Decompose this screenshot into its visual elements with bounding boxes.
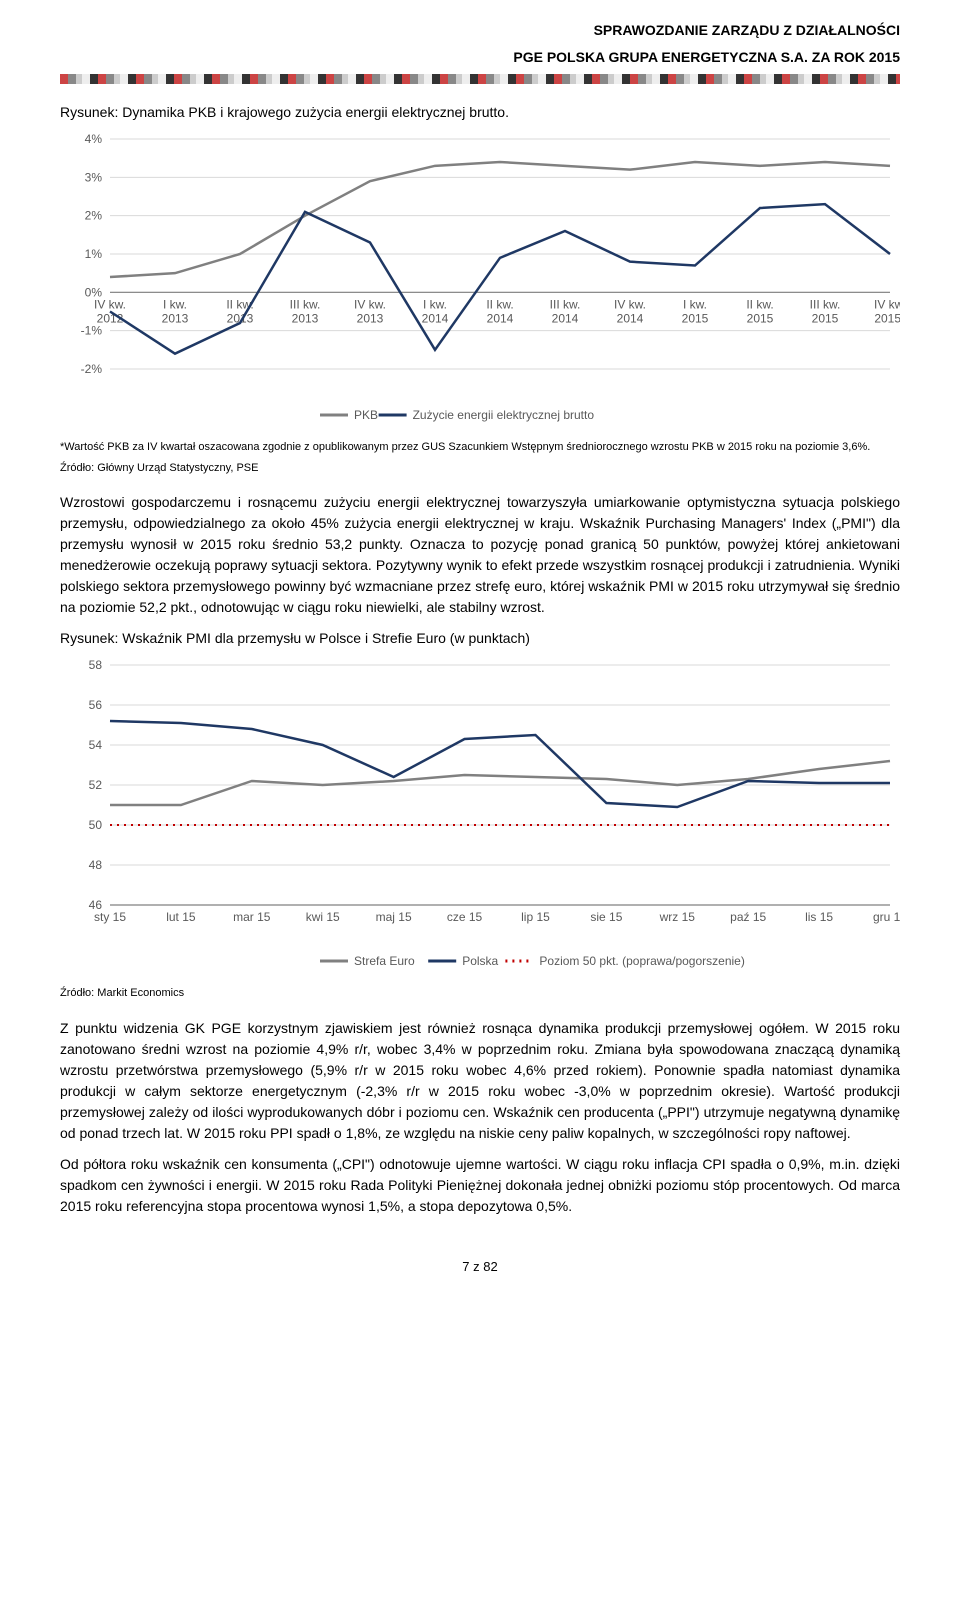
svg-text:IV kw.: IV kw.	[94, 297, 126, 311]
chart1: -2%-1%0%1%2%3%4%IV kw.2012I kw.2013II kw…	[60, 129, 900, 429]
svg-text:2014: 2014	[422, 311, 449, 325]
svg-text:2013: 2013	[357, 311, 384, 325]
svg-text:wrz 15: wrz 15	[659, 910, 696, 924]
svg-text:54: 54	[89, 738, 103, 752]
svg-text:IV kw.: IV kw.	[614, 297, 646, 311]
svg-text:lis 15: lis 15	[805, 910, 833, 924]
svg-text:maj 15: maj 15	[376, 910, 412, 924]
svg-text:II kw.: II kw.	[486, 297, 513, 311]
svg-text:I kw.: I kw.	[683, 297, 707, 311]
svg-text:gru 15: gru 15	[873, 910, 900, 924]
svg-text:III kw.: III kw.	[290, 297, 321, 311]
svg-text:paź 15: paź 15	[730, 910, 766, 924]
chart1-source: Źródło: Główny Urząd Statystyczny, PSE	[60, 460, 900, 477]
svg-text:56: 56	[89, 698, 103, 712]
svg-text:-1%: -1%	[81, 324, 103, 338]
svg-text:2015: 2015	[812, 311, 839, 325]
svg-text:2014: 2014	[617, 311, 644, 325]
svg-text:3%: 3%	[85, 170, 103, 184]
svg-text:2013: 2013	[292, 311, 319, 325]
svg-text:2015: 2015	[747, 311, 774, 325]
svg-text:2014: 2014	[552, 311, 579, 325]
chart2-source-prefix: Źródło:	[60, 987, 97, 999]
chart2-source: Źródło: Markit Economics	[60, 985, 900, 1002]
svg-text:Poziom 50 pkt. (poprawa/pogors: Poziom 50 pkt. (poprawa/pogorszenie)	[539, 954, 744, 968]
svg-text:2013: 2013	[162, 311, 189, 325]
chart1-footnote: *Wartość PKB za IV kwartał oszacowana zg…	[60, 439, 900, 456]
svg-text:III kw.: III kw.	[810, 297, 841, 311]
svg-text:2014: 2014	[487, 311, 514, 325]
svg-text:IV kw.: IV kw.	[874, 297, 900, 311]
svg-text:Polska: Polska	[462, 954, 498, 968]
svg-text:Zużycie energii elektrycznej b: Zużycie energii elektrycznej brutto	[413, 408, 595, 422]
svg-text:4%: 4%	[85, 132, 103, 146]
svg-text:52: 52	[89, 778, 103, 792]
svg-text:I kw.: I kw.	[163, 297, 187, 311]
svg-text:cze 15: cze 15	[447, 910, 483, 924]
chart2-caption: Rysunek: Wskaźnik PMI dla przemysłu w Po…	[60, 628, 900, 649]
svg-text:II kw.: II kw.	[746, 297, 773, 311]
page-number: 7 z 82	[60, 1257, 900, 1277]
svg-text:mar 15: mar 15	[233, 910, 271, 924]
svg-text:kwi 15: kwi 15	[306, 910, 340, 924]
svg-text:lip 15: lip 15	[521, 910, 550, 924]
svg-text:sie 15: sie 15	[590, 910, 622, 924]
svg-text:2015: 2015	[682, 311, 709, 325]
chart1-source-prefix: Źródło:	[60, 462, 97, 474]
svg-text:58: 58	[89, 658, 103, 672]
paragraph-2: Z punktu widzenia GK PGE korzystnym zjaw…	[60, 1018, 900, 1144]
header-line2: PGE POLSKA GRUPA ENERGETYCZNA S.A. ZA RO…	[60, 47, 900, 68]
svg-text:PKB: PKB	[354, 408, 378, 422]
svg-text:48: 48	[89, 858, 103, 872]
svg-text:sty 15: sty 15	[94, 910, 126, 924]
chart2: 46485052545658sty 15lut 15mar 15kwi 15ma…	[60, 655, 900, 975]
chart1-caption: Rysunek: Dynamika PKB i krajowego zużyci…	[60, 102, 900, 123]
chart1-source-text: Główny Urząd Statystyczny, PSE	[97, 462, 258, 474]
svg-text:III kw.: III kw.	[550, 297, 581, 311]
svg-text:1%: 1%	[85, 247, 103, 261]
svg-text:lut 15: lut 15	[166, 910, 196, 924]
svg-text:2%: 2%	[85, 209, 103, 223]
paragraph-1: Wzrostowi gospodarczemu i rosnącemu zuży…	[60, 492, 900, 618]
svg-text:IV kw.: IV kw.	[354, 297, 386, 311]
svg-text:I kw.: I kw.	[423, 297, 447, 311]
header-stripe	[60, 74, 900, 84]
svg-text:-2%: -2%	[81, 362, 103, 376]
paragraph-3: Od półtora roku wskaźnik cen konsumenta …	[60, 1154, 900, 1217]
svg-text:Strefa Euro: Strefa Euro	[354, 954, 415, 968]
svg-text:50: 50	[89, 818, 103, 832]
header-line1: SPRAWOZDANIE ZARZĄDU Z DZIAŁALNOŚCI	[60, 20, 900, 41]
svg-text:2015*: 2015*	[874, 311, 900, 325]
chart2-source-text: Markit Economics	[97, 987, 184, 999]
